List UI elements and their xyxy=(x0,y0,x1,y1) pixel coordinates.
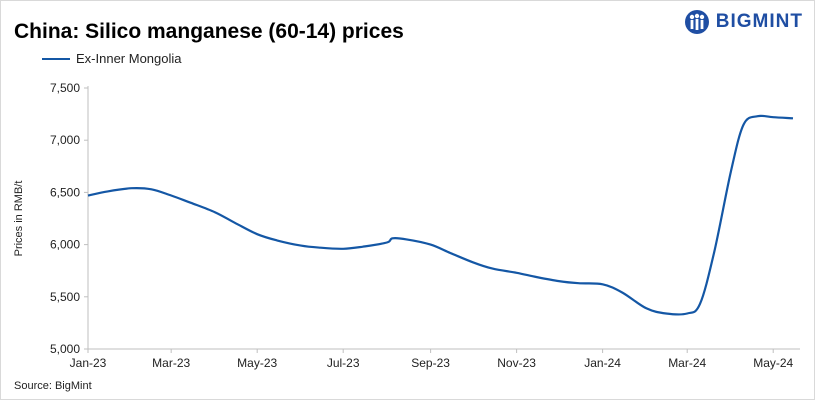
data-point xyxy=(757,115,759,117)
y-tick-label: 6,500 xyxy=(50,185,80,199)
data-point xyxy=(386,242,388,244)
data-point xyxy=(792,117,794,119)
series-layer xyxy=(87,114,794,316)
data-point xyxy=(300,245,302,247)
series-line xyxy=(87,114,794,316)
x-tick-label: May-24 xyxy=(753,356,793,370)
legend: Ex-Inner Mongolia xyxy=(42,51,182,66)
data-point xyxy=(214,211,216,213)
x-tick-label: Jan-23 xyxy=(70,356,107,370)
data-point xyxy=(699,303,701,305)
logo: BIGMINT xyxy=(684,9,803,35)
data-point xyxy=(170,195,172,197)
x-tick-label: May-23 xyxy=(237,356,277,370)
data-point xyxy=(665,313,667,315)
data-point xyxy=(392,237,394,239)
y-tick-label: 5,000 xyxy=(50,342,80,356)
y-tick-label: 5,500 xyxy=(50,290,80,304)
data-point xyxy=(621,292,623,294)
data-point xyxy=(730,171,732,173)
x-axis-ticks: Jan-23 Mar-23 May-23 Jul-23 Sep-23 Nov-23 Jan-… xyxy=(70,349,794,370)
x-tick-label: Nov-23 xyxy=(497,356,536,370)
data-point xyxy=(578,282,580,284)
data-point xyxy=(406,238,408,240)
data-point xyxy=(342,248,344,250)
source-note: Source: BigMint xyxy=(14,380,92,392)
data-point xyxy=(558,280,560,282)
legend-label: Ex-Inner Mongolia xyxy=(76,51,182,66)
data-point xyxy=(686,313,688,315)
data-point xyxy=(276,239,278,241)
y-axis-label: Prices in RMB/t xyxy=(13,181,25,257)
axes xyxy=(87,86,800,350)
data-point xyxy=(430,244,432,246)
data-point xyxy=(535,276,537,278)
legend-swatch xyxy=(42,57,70,60)
data-point xyxy=(713,252,715,254)
x-tick-label: Mar-24 xyxy=(668,356,706,370)
x-tick-label: Sep-23 xyxy=(411,356,450,370)
data-point xyxy=(87,195,89,197)
data-point xyxy=(190,202,192,204)
data-point xyxy=(449,252,451,254)
data-point xyxy=(602,283,604,285)
bigmint-logo-icon xyxy=(684,10,709,34)
y-tick-label: 6,000 xyxy=(50,238,80,252)
data-point xyxy=(743,124,745,126)
data-point xyxy=(320,247,322,249)
data-point xyxy=(107,190,109,192)
data-point xyxy=(131,187,133,189)
data-point xyxy=(645,307,647,309)
chart-title: China: Silico manganese (60-14) prices xyxy=(14,20,404,43)
data-point xyxy=(234,222,236,224)
data-point xyxy=(362,246,364,248)
data-point xyxy=(472,261,474,263)
y-tick-label: 7,000 xyxy=(50,133,80,147)
data-point xyxy=(492,268,494,270)
x-tick-label: Mar-23 xyxy=(152,356,190,370)
y-axis-ticks: 5,000 5,500 6,000 6,500 7,000 7,500 xyxy=(50,81,88,356)
x-tick-label: Jul-23 xyxy=(327,356,360,370)
logo-text: BIGMINT xyxy=(715,11,803,32)
data-point xyxy=(516,272,518,274)
data-point xyxy=(256,233,258,235)
y-tick-label: 7,500 xyxy=(50,81,80,95)
x-tick-label: Jan-24 xyxy=(584,356,621,370)
data-point xyxy=(772,116,774,118)
data-point xyxy=(150,188,152,190)
